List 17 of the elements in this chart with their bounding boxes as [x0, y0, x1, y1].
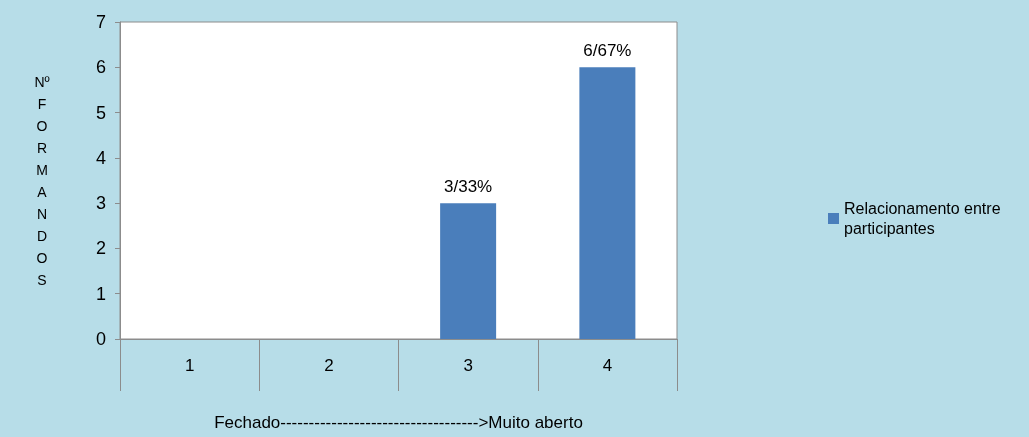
data-label: 3/33%	[444, 177, 493, 197]
legend-label: Relacionamento entre participantes	[844, 200, 1005, 237]
data-label: 6/67%	[583, 41, 632, 61]
y-tick-label: 4	[95, 147, 106, 168]
x-axis-title: Fechado----------------------------------->Muito aberto	[214, 413, 583, 432]
y-tick-label: 5	[95, 102, 106, 123]
y-tick-label: 0	[95, 329, 106, 349]
y-tick-label: 7	[95, 12, 106, 32]
y-tick-label: 3	[95, 193, 106, 214]
y-tick-label: 1	[95, 283, 106, 304]
x-tick-label: 1	[184, 356, 195, 375]
y-tick-label: 2	[95, 238, 106, 259]
x-tick-label: 4	[602, 356, 613, 375]
y-tick-label: 6	[95, 57, 106, 78]
x-tick-label: 2	[324, 356, 334, 375]
text: Nº FORMANDOS	[34, 73, 50, 288]
x-tick-label: 3	[463, 356, 473, 375]
